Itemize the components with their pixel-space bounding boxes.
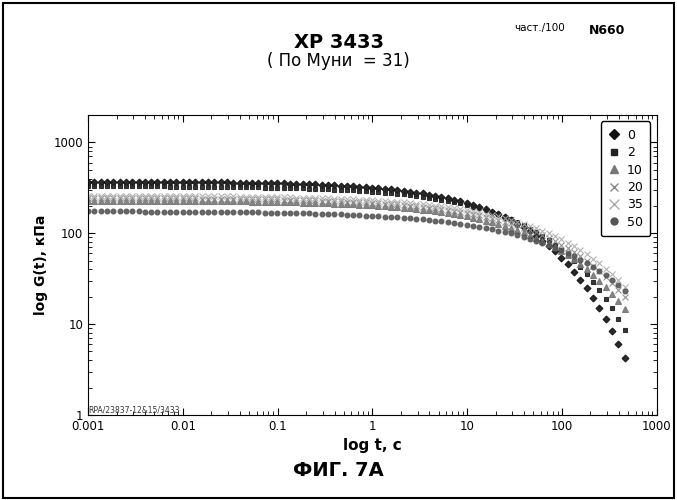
Text: N660: N660 — [589, 24, 626, 37]
Text: част./100: част./100 — [515, 22, 565, 32]
Text: RPA/23837-12&15/3433: RPA/23837-12&15/3433 — [88, 405, 179, 414]
X-axis label: log t, c: log t, c — [343, 438, 401, 454]
Y-axis label: log G(t), кПа: log G(t), кПа — [34, 215, 48, 315]
Text: ( По Муни  = 31): ( По Муни = 31) — [267, 52, 410, 70]
Text: ФИГ. 7А: ФИГ. 7А — [293, 461, 384, 480]
Legend: 0, 2, 10, 20, 35, 50: 0, 2, 10, 20, 35, 50 — [600, 121, 651, 236]
Text: ХР 3433: ХР 3433 — [294, 32, 383, 52]
